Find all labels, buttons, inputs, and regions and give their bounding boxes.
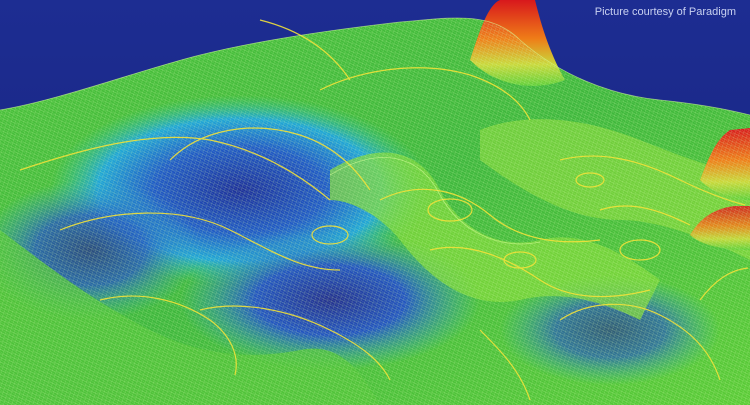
- ridge-highlights: [0, 17, 750, 245]
- picture-credit: Picture courtesy of Paradigm: [594, 6, 736, 18]
- contour-lines: [19, 19, 749, 401]
